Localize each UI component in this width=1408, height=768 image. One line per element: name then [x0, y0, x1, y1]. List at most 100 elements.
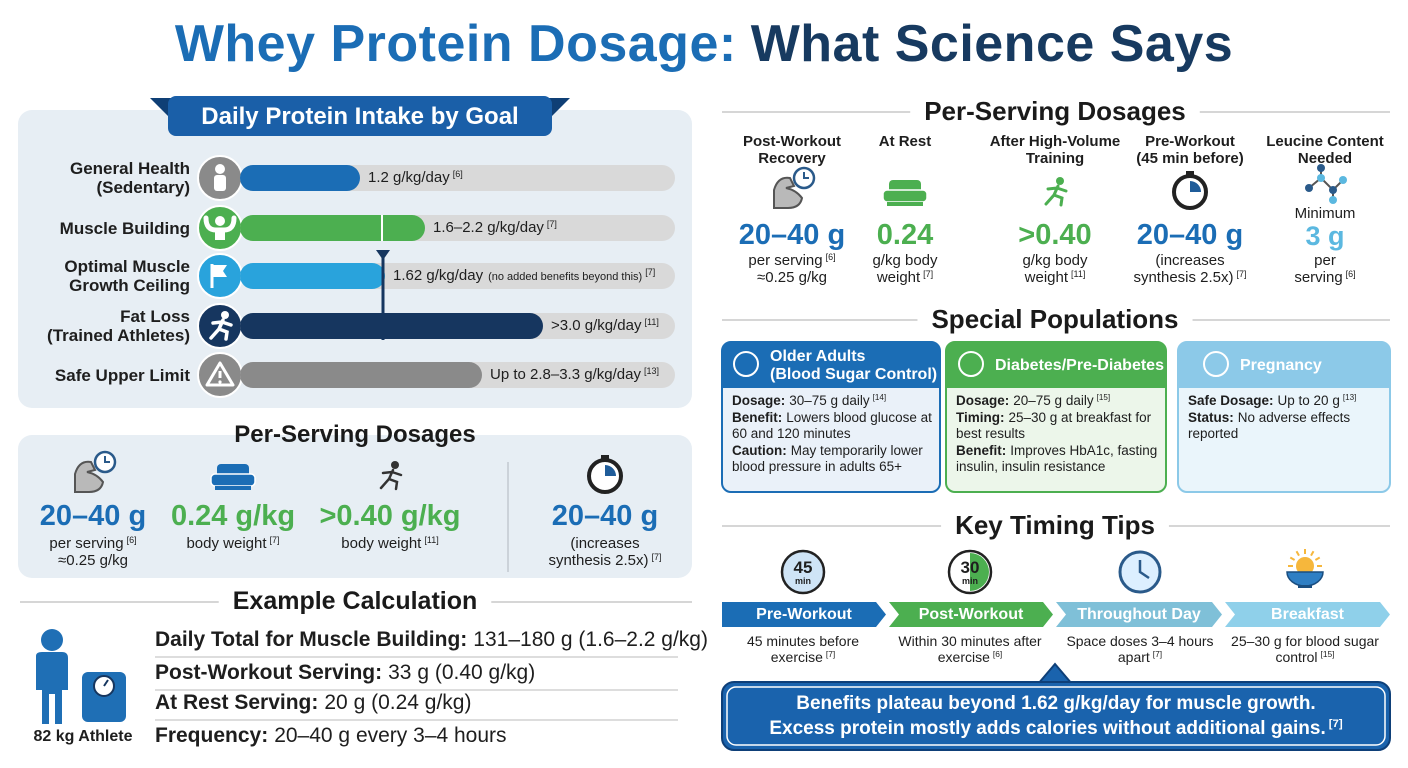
icon-atom [1305, 184, 1313, 192]
dose-header-line: Training [1025, 150, 1085, 167]
goal-label-line: Safe Upper Limit [54, 365, 190, 385]
card-field: Benefit: Lowers blood glucose at 60 and 1… [732, 410, 934, 442]
field-label: Caution: [732, 443, 787, 458]
field-text: 25–30 g at breakfast for best results [956, 410, 1152, 441]
callout-ref: [7] [1328, 718, 1343, 731]
field-text-ref: [15] [1096, 393, 1111, 403]
dose-detail: per serving [6] [1250, 252, 1400, 286]
dose-line: per serving [6] [3, 535, 183, 552]
card-field: Dosage: 30–75 g daily [14] [732, 393, 934, 409]
ribbon-title: Daily Protein Intake by Goal [201, 103, 519, 130]
dose-text: synthesis 2.5x) [1133, 269, 1234, 286]
dose-text: per serving [49, 535, 124, 552]
dose-line: serving [6] [1250, 269, 1400, 286]
timing-desc-text: Space doses 3–4 hours apart [1066, 633, 1214, 665]
card-field: Caution: May temporarily lower blood pres… [732, 443, 934, 475]
card-title-line: Older Adults [770, 348, 866, 365]
timing-label: Pre-Workout [756, 606, 852, 623]
dose-text-ref: [11] [1071, 268, 1086, 279]
dose-value: 0.24 [876, 219, 934, 251]
timing-desc-text-ref: [6] [992, 648, 1003, 659]
dose-value: >0.40 [1018, 219, 1092, 251]
bar-fill [240, 165, 360, 191]
bar-fill [240, 313, 543, 339]
callout-text: Benefits plateau beyond 1.62 g/kg/day fo… [722, 691, 1390, 741]
dose-text: (increases [570, 535, 640, 552]
dose-line: weight [7] [830, 269, 980, 286]
icon-dot [218, 380, 222, 384]
timing-desc-text: Within 30 minutes after exercise [898, 633, 1042, 665]
icon-ray [1289, 556, 1296, 561]
dose-line: ≈0.25 g/kg [717, 269, 867, 286]
dose-text: g/kg body [1022, 252, 1088, 269]
calc-value: 20 g (0.24 g/kg) [324, 691, 472, 714]
goal-value: >3.0 g/kg/day [11] [551, 316, 659, 336]
dose-line: body weight [7] [143, 535, 323, 552]
scale-needle [103, 679, 109, 687]
dose-header: After High-Volume Training [977, 133, 1133, 167]
dose-detail: g/kg body weight [7] [830, 252, 980, 286]
icon-head [215, 216, 225, 226]
bar-fill [240, 263, 385, 289]
goal-value: Up to 2.8–3.3 g/kg/day [13] [490, 365, 659, 385]
dose-text: per [1314, 252, 1336, 269]
calc-row: Daily Total for Muscle Building: 131–180 … [155, 628, 708, 652]
dose-detail: (increases synthesis 2.5x) [7] [1115, 252, 1265, 286]
card-title-line: Diabetes/Pre-Diabetes [995, 357, 1164, 374]
card-title: Diabetes/Pre-Diabetes [995, 347, 1164, 385]
dose-text-ref: [11] [424, 534, 439, 545]
ceiling-marker [376, 250, 390, 260]
dose-header: Post-Workout Recovery [714, 133, 870, 167]
goal-value: 1.2 g/kg/day [6] [368, 168, 463, 188]
field-text: Up to 20 g [1277, 393, 1340, 408]
dose-value: >0.40 g/kg [319, 500, 461, 532]
timing-desc-text: 45 minutes before exercise [746, 633, 860, 665]
card-header [722, 342, 940, 388]
field-text: Lowers blood glucose at 60 and 120 minut… [732, 410, 932, 441]
dose-header-line: After High-Volume [989, 133, 1121, 150]
calc-row: At Rest Serving: 20 g (0.24 g/kg) [155, 691, 471, 715]
ribbon [168, 96, 552, 136]
icon-limbs [209, 318, 233, 341]
icon-atom [1329, 196, 1337, 204]
icon-bowl [1286, 571, 1324, 587]
goal-ref: [13] [643, 365, 659, 376]
goal-label-line: General Health [70, 159, 190, 178]
field-label: Status: [1188, 410, 1234, 425]
dose-text: (increases [1155, 252, 1225, 269]
section-title-text: Key Timing Tips [955, 509, 1155, 540]
dose-header-line: Pre-Workout [1145, 133, 1235, 150]
section-title: Example Calculation [55, 587, 655, 616]
goal-label-line: (Sedentary) [96, 178, 190, 197]
calc-label: At Rest Serving: [155, 691, 319, 714]
dose-text: body weight [186, 535, 267, 552]
callout-line: Excess protein mostly adds calories with… [722, 716, 1390, 741]
goal-label: Optimal Muscle Growth Ceiling [20, 251, 190, 301]
card-header [946, 342, 1166, 388]
dose-header-line: (45 min before) [1136, 150, 1244, 167]
icon-hands [104, 456, 110, 463]
timing-arrow [1056, 602, 1222, 627]
icon-base [1298, 585, 1312, 588]
icon-head [221, 311, 229, 319]
bar-fill [240, 362, 482, 388]
section-title: Per-Serving Dosages [755, 96, 1355, 127]
icon-warning [205, 361, 235, 387]
field-label: Dosage: [732, 393, 786, 408]
dose-header-line: Recovery [758, 150, 826, 167]
calc-value: 131–180 g (1.6–2.2 g/kg) [473, 628, 708, 651]
dose-line: per [1250, 252, 1400, 269]
field-text: May temporarily lower blood pressure in … [732, 443, 923, 474]
panel [18, 435, 692, 578]
callout [721, 681, 1391, 751]
goal-value: 1.62 g/kg/day (no added benefits beyond t… [393, 266, 655, 287]
timing-desc: Within 30 minutes after exercise [6] [895, 633, 1045, 665]
callout-inner [726, 686, 1386, 746]
timing-arrow [722, 602, 886, 627]
card-field: Safe Dosage: Up to 20 g [13] [1188, 393, 1384, 409]
timing-desc: Space doses 3–4 hours apart [7] [1065, 633, 1215, 665]
dose-detail: per serving [6] ≈0.25 g/kg [3, 535, 183, 569]
field-label: Benefit: [732, 410, 783, 425]
timing-desc-text: 25–30 g for blood sugar control [1231, 633, 1379, 665]
